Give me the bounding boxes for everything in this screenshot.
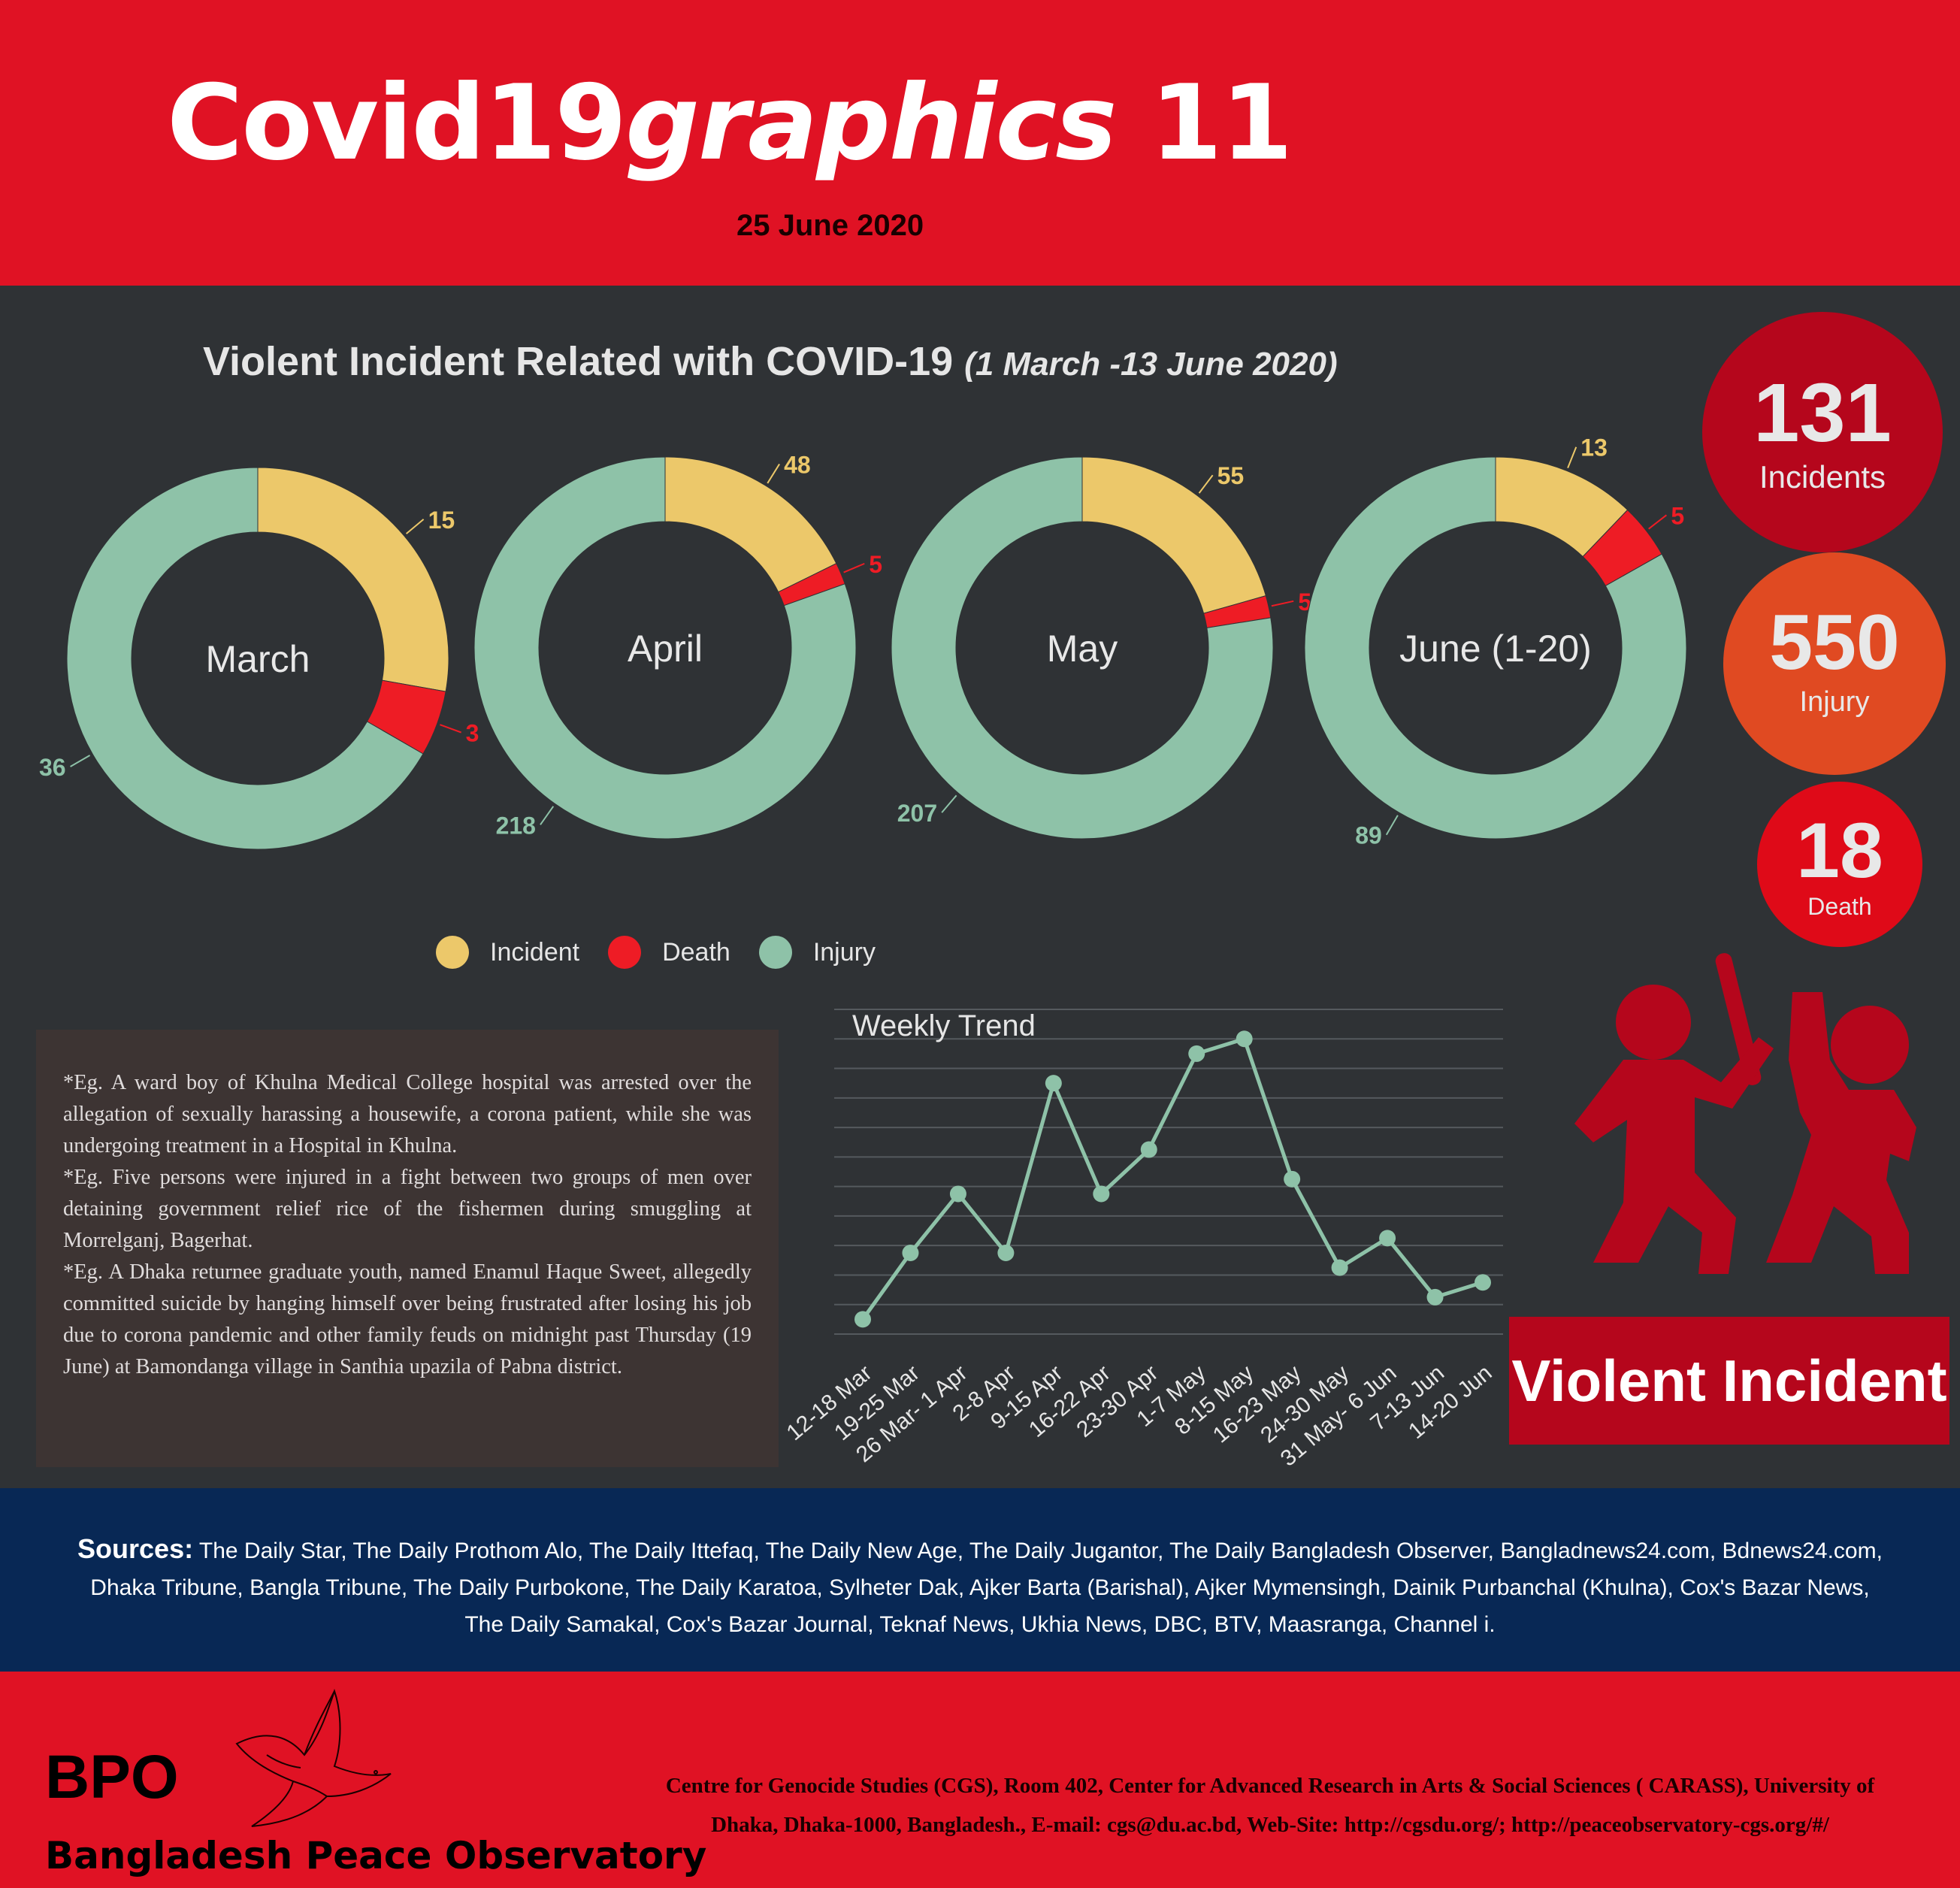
legend-swatch-death: [608, 936, 642, 969]
donut-3-leader-death: [1648, 514, 1668, 530]
donut-3-value-death: 5: [1671, 502, 1684, 529]
donut-3-leader-incident: [1567, 446, 1577, 468]
address-line-2: Dhaka, Dhaka-1000, Bangladesh., E-mail: …: [711, 1813, 1829, 1837]
donut-0-value-incident: 15: [428, 507, 455, 534]
footer-short-name: BPO: [45, 1743, 179, 1811]
trend-series-line: [861, 1036, 1484, 1321]
fighting-people-icon: [1574, 953, 1916, 1274]
legend-label-incident: Incident: [490, 937, 580, 967]
trend-title: Weekly Trend: [852, 1009, 1036, 1042]
donut-0-leader-injury: [70, 755, 91, 767]
header-banner: [0, 0, 1960, 286]
page-date: 25 June 2020: [737, 209, 924, 242]
sources-line-2: Dhaka Tribune, Bangla Tribune, The Daily…: [90, 1575, 1870, 1600]
violent-incident-label: Violent Incident: [1509, 1317, 1949, 1445]
kpi-injury-label: Injury: [1799, 686, 1870, 718]
example-3: *Eg. A Dhaka returnee graduate youth, na…: [63, 1260, 752, 1378]
donut-1-leader-death: [843, 562, 865, 573]
kpi-incidents: 131 Incidents: [1702, 312, 1943, 552]
donut-0-leader-death: [440, 724, 461, 734]
section-title: Violent Incident Related with COVID-19 (…: [203, 338, 1338, 385]
kpi-injury: 550 Injury: [1723, 552, 1946, 775]
section-title-text: Violent Incident Related with COVID-19: [203, 339, 954, 384]
trend-point-2: [949, 1185, 966, 1203]
trend-point-8: [1236, 1030, 1253, 1048]
legend-item-injury: Injury: [758, 936, 876, 969]
example-2: *Eg. Five persons were injured in a figh…: [63, 1166, 752, 1252]
dove-logo-icon: [235, 1688, 392, 1827]
sources-line-3: The Daily Samakal, Cox's Bazar Journal, …: [464, 1612, 1496, 1637]
trend-point-12: [1426, 1288, 1444, 1306]
trend-point-11: [1379, 1230, 1396, 1247]
address-line-1: Centre for Genocide Studies (CGS), Room …: [665, 1774, 1875, 1798]
kpi-death: 18 Death: [1757, 782, 1922, 947]
legend-swatch-incident: [436, 936, 469, 969]
donut-1-slice-injury: [473, 456, 857, 840]
donut-1-value-death: 5: [869, 551, 882, 578]
donut-2-leader-death: [1271, 600, 1294, 607]
donut-0-leader-incident: [405, 519, 425, 534]
donut-2-label: May: [1047, 628, 1118, 670]
donut-1-leader-injury: [540, 806, 555, 825]
legend-label-death: Death: [662, 937, 730, 967]
trend-point-0: [854, 1311, 871, 1328]
title-italic: graphics: [625, 62, 1117, 183]
trend-point-6: [1140, 1141, 1157, 1158]
chart-legend: Incident Death Injury: [436, 936, 904, 969]
trend-point-3: [997, 1245, 1015, 1261]
example-1: *Eg. A ward boy of Khulna Medical Colleg…: [63, 1071, 752, 1157]
kpi-death-value: 18: [1796, 807, 1883, 894]
title-number: 11: [1150, 62, 1293, 183]
donut-3-slice-injury: [1304, 456, 1687, 840]
kpi-injury-value: 550: [1769, 599, 1900, 686]
donut-1-value-incident: 48: [784, 451, 811, 478]
donut-1-value-injury: 218: [496, 812, 536, 839]
sources-label: Sources:: [77, 1533, 194, 1564]
donut-2-slice-injury: [891, 456, 1274, 840]
donut-0-slice-incident: [257, 467, 449, 692]
legend-item-death: Death: [608, 936, 730, 969]
donut-3-leader-injury: [1385, 815, 1399, 836]
legend-item-incident: Incident: [436, 936, 579, 969]
donut-2-leader-incident: [1198, 474, 1214, 494]
trend-point-7: [1188, 1045, 1205, 1062]
footer-address: Centre for Genocide Studies (CGS), Room …: [616, 1766, 1924, 1844]
page-title: Covid19graphics 11: [167, 71, 1293, 175]
donut-0-value-death: 3: [466, 720, 479, 747]
donut-0-slice-injury: [66, 467, 424, 850]
trend-point-4: [1045, 1075, 1062, 1092]
donut-0-label: March: [206, 638, 310, 680]
legend-label-injury: Injury: [812, 937, 876, 967]
title-main: Covid19: [167, 62, 627, 183]
footer-org-name: Bangladesh Peace Observatory: [45, 1834, 707, 1877]
donut-3-value-incident: 13: [1580, 434, 1608, 461]
trend-point-5: [1093, 1185, 1110, 1203]
donut-0-value-injury: 36: [39, 754, 66, 781]
trend-point-9: [1284, 1170, 1301, 1188]
donut-3-label: June (1-20): [1399, 628, 1592, 670]
donut-2-value-injury: 207: [897, 800, 937, 827]
sources-line-1: The Daily Star, The Daily Prothom Alo, T…: [198, 1539, 1883, 1563]
sources-band: Sources: The Daily Star, The Daily Proth…: [0, 1488, 1960, 1672]
trend-point-10: [1331, 1259, 1348, 1276]
donut-1-leader-incident: [767, 463, 780, 484]
donut-2-value-incident: 55: [1217, 462, 1245, 489]
kpi-death-label: Death: [1807, 893, 1872, 920]
section-subtitle: (1 March -13 June 2020): [964, 346, 1338, 383]
donut-charts: 15336March485218April555207May13589June …: [39, 434, 1687, 850]
donut-2-leader-injury: [941, 794, 957, 813]
donut-3-value-injury: 89: [1355, 822, 1382, 849]
legend-swatch-injury: [758, 936, 792, 969]
kpi-incidents-label: Incidents: [1759, 459, 1886, 495]
kpi-incidents-value: 131: [1753, 367, 1892, 459]
donut-2-value-death: 5: [1298, 588, 1311, 616]
donut-1-label: April: [628, 628, 703, 670]
trend-point-1: [902, 1245, 919, 1261]
trend-point-13: [1475, 1274, 1491, 1291]
examples-box: *Eg. A ward boy of Khulna Medical Colleg…: [36, 1030, 779, 1467]
